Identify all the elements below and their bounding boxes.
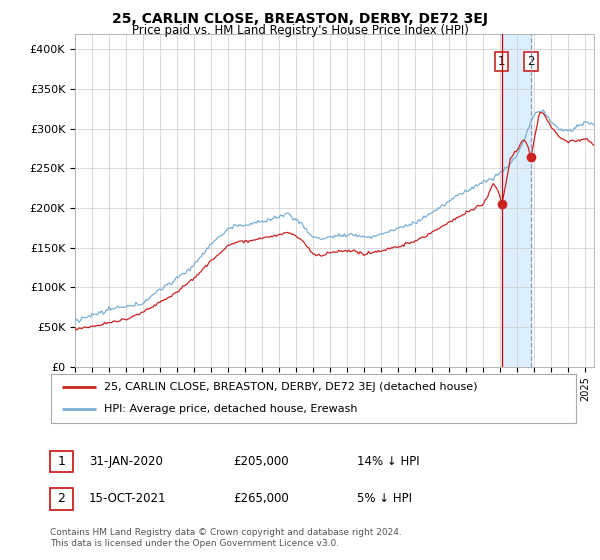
Text: 5% ↓ HPI: 5% ↓ HPI [357,492,412,506]
Text: 1: 1 [57,455,65,468]
Text: 25, CARLIN CLOSE, BREASTON, DERBY, DE72 3EJ (detached house): 25, CARLIN CLOSE, BREASTON, DERBY, DE72 … [104,382,477,392]
Bar [502,34,531,367]
Text: HPI: Average price, detached house, Erewash: HPI: Average price, detached house, Erew… [104,404,357,414]
Text: £205,000: £205,000 [233,455,289,468]
Text: Price paid vs. HM Land Registry's House Price Index (HPI): Price paid vs. HM Land Registry's House … [131,24,469,36]
Text: Contains HM Land Registry data © Crown copyright and database right 2024.
This d: Contains HM Land Registry data © Crown c… [50,528,401,548]
Text: 2: 2 [527,55,535,68]
Text: 31-JAN-2020: 31-JAN-2020 [89,455,163,468]
Text: 25, CARLIN CLOSE, BREASTON, DERBY, DE72 3EJ: 25, CARLIN CLOSE, BREASTON, DERBY, DE72 … [112,12,488,26]
Text: 2: 2 [57,492,65,506]
Text: 14% ↓ HPI: 14% ↓ HPI [357,455,419,468]
Text: 15-OCT-2021: 15-OCT-2021 [89,492,166,506]
Text: £265,000: £265,000 [233,492,289,506]
Text: 1: 1 [498,55,506,68]
